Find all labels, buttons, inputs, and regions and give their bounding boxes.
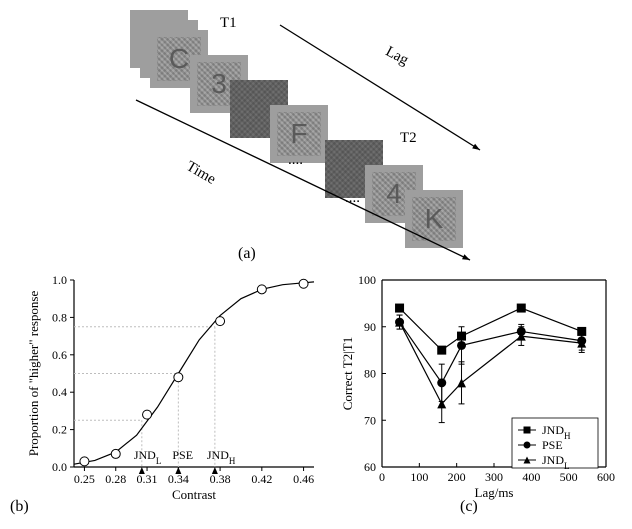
svg-text:60: 60 xyxy=(364,460,376,474)
svg-text:Contrast: Contrast xyxy=(172,487,216,502)
svg-text:0.46: 0.46 xyxy=(293,472,314,486)
svg-text:0.2: 0.2 xyxy=(52,423,67,437)
svg-text:0.34: 0.34 xyxy=(168,472,189,486)
caption-b: (b) xyxy=(10,498,29,516)
svg-text:0.25: 0.25 xyxy=(74,472,95,486)
svg-text:Proportion of "higher" respons: Proportion of "higher" response xyxy=(26,291,41,457)
svg-text:600: 600 xyxy=(597,470,615,484)
arrow xyxy=(130,94,476,266)
svg-text:90: 90 xyxy=(364,320,376,334)
panel-b: 0.25 0.28 0.31 0.34 0.38 0.42 0.46 0.0 0.2 0.4 0.6… xyxy=(22,272,322,512)
svg-text:100: 100 xyxy=(358,273,376,287)
chart-c: 010020030040050060060708090100JNDHPSEJND… xyxy=(338,272,618,512)
panel-c: 010020030040050060060708090100JNDHPSEJND… xyxy=(338,272,618,512)
svg-text:0.42: 0.42 xyxy=(251,472,272,486)
svg-text:70: 70 xyxy=(364,413,376,427)
svg-text:100: 100 xyxy=(410,470,428,484)
svg-text:JNDH: JNDH xyxy=(207,448,236,466)
svg-text:1.0: 1.0 xyxy=(52,273,67,287)
svg-text:0: 0 xyxy=(379,470,385,484)
caption-c: (c) xyxy=(460,498,478,516)
svg-text:500: 500 xyxy=(560,470,578,484)
svg-text:PSE: PSE xyxy=(542,438,563,452)
annotation-text: T1 xyxy=(220,15,237,32)
svg-text:JNDL: JNDL xyxy=(134,448,162,466)
svg-text:0.0: 0.0 xyxy=(52,460,67,474)
svg-text:0.8: 0.8 xyxy=(52,310,67,324)
svg-text:Lag/ms: Lag/ms xyxy=(475,485,514,500)
svg-text:400: 400 xyxy=(522,470,540,484)
svg-text:0.4: 0.4 xyxy=(52,385,67,399)
svg-text:0.31: 0.31 xyxy=(137,472,158,486)
svg-text:300: 300 xyxy=(485,470,503,484)
svg-text:0.6: 0.6 xyxy=(52,348,67,362)
svg-text:PSE: PSE xyxy=(172,448,193,462)
svg-text:0.28: 0.28 xyxy=(105,472,126,486)
chart-b: 0.25 0.28 0.31 0.34 0.38 0.42 0.46 0.0 0.2 0.4 0.6… xyxy=(22,272,322,512)
caption-a: (a) xyxy=(238,245,256,263)
svg-text:200: 200 xyxy=(448,470,466,484)
svg-text:80: 80 xyxy=(364,367,376,381)
svg-text:Correct T2|T1: Correct T2|T1 xyxy=(340,337,355,410)
svg-text:0.38: 0.38 xyxy=(210,472,231,486)
panel-a: C3F4KT1T2........LagTime xyxy=(130,10,500,240)
